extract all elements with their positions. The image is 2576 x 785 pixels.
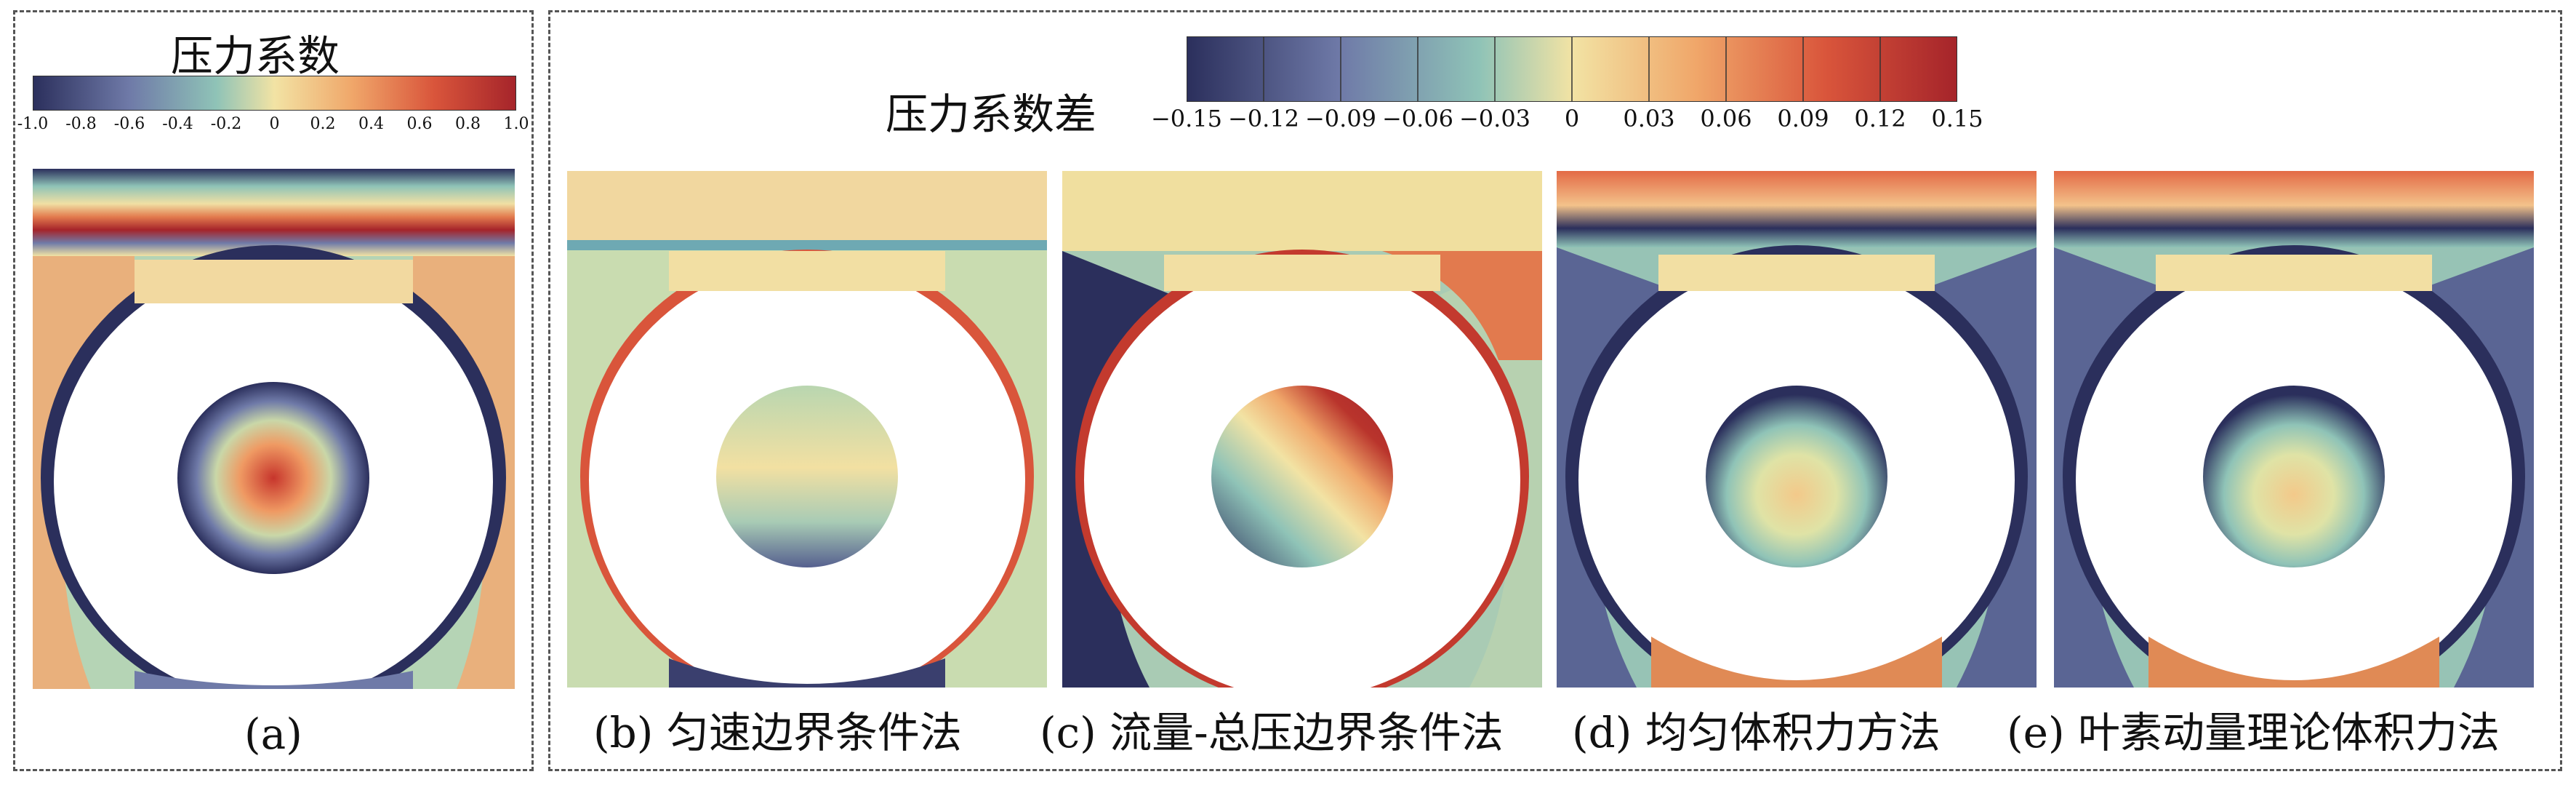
contour-panel-a: [33, 169, 515, 689]
colorbar-tick-label: −0.09: [1304, 105, 1377, 132]
colorbar-tick-label: −0.06: [1381, 105, 1454, 132]
colorbar-tick-label: −0.03: [1458, 105, 1531, 132]
colorbar-tick-label: 0.6: [406, 115, 433, 133]
colorbar-tick-label: -0.6: [113, 115, 145, 133]
contour-panel-b: [567, 171, 1047, 688]
colorbar-tick-label: 0.09: [1777, 105, 1829, 132]
contour-panel-e: [2054, 171, 2534, 688]
colorbar-tick-label: 0.12: [1854, 105, 1906, 132]
colorbar-tick-label: 0.03: [1623, 105, 1675, 132]
caption-b: (b) 匀速边界条件法: [593, 708, 962, 757]
colorbar-tick-label: 1.0: [503, 115, 529, 133]
colorbar-tick-label: 0.4: [358, 115, 384, 133]
colorbar-tick-label: 0: [269, 115, 280, 133]
contour-panel-c: [1062, 171, 1542, 688]
colorbar-tick-label: -0.4: [162, 115, 193, 133]
caption-d: (d) 均匀体积力方法: [1572, 708, 1941, 757]
colorbar-diff: [1187, 36, 1957, 102]
colorbar-tick-label: 0.15: [1931, 105, 1983, 132]
caption-e: (e) 叶素动量理论体积力法: [2007, 708, 2500, 757]
colorbar-tick-label: 0.06: [1700, 105, 1752, 132]
colorbar-a: [33, 76, 516, 111]
colorbar-tick-label: −0.15: [1150, 105, 1223, 132]
panel-a-frame: [13, 10, 534, 771]
colorbar-a-title: 压力系数: [171, 31, 340, 81]
contour-panel-d: [1557, 171, 2037, 688]
colorbar-diff-title: 压力系数差: [886, 89, 1097, 139]
colorbar-tick-label: -0.2: [210, 115, 242, 133]
panel-diff-frame: [548, 10, 2562, 771]
colorbar-tick-label: -0.8: [65, 115, 97, 133]
colorbar-tick-label: −0.12: [1227, 105, 1300, 132]
colorbar-tick-label: 0: [1564, 105, 1580, 132]
caption-c: (c) 流量-总压边界条件法: [1040, 708, 1504, 757]
colorbar-tick-label: 0.8: [455, 115, 481, 133]
colorbar-tick-label: -1.0: [17, 115, 49, 133]
colorbar-tick-label: 0.2: [310, 115, 336, 133]
caption-a: (a): [244, 709, 302, 759]
